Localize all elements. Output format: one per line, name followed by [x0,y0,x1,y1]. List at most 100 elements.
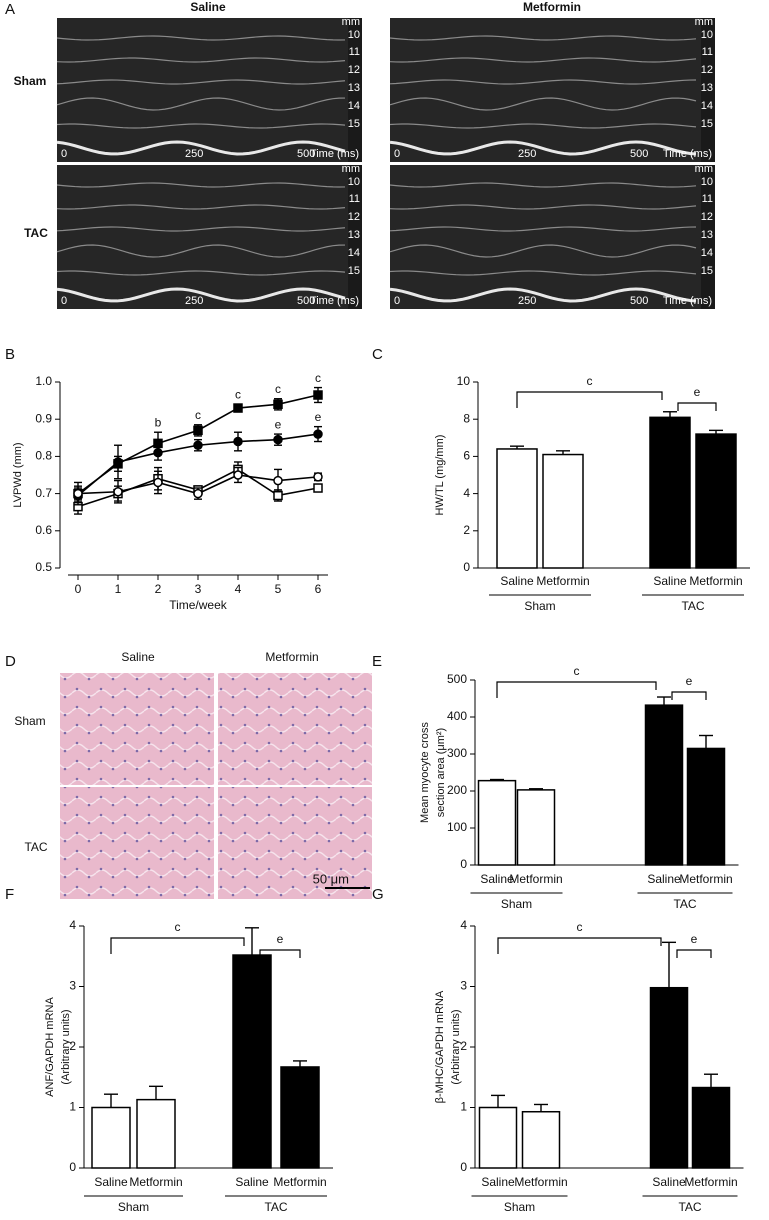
column-header: Saline [121,650,155,664]
significance-label: c [175,920,181,934]
x-tick-label: 2 [155,582,162,596]
annotation: e [315,410,322,424]
significance-bracket [259,949,301,958]
panel-label: C [372,346,383,363]
group-label: Sham [501,897,532,911]
column-header: Metformin [265,650,318,664]
panel-label: F [5,886,14,903]
time-label: 0 [394,295,400,307]
x-tick-label: Metformin [689,574,742,588]
time-label: 500 [630,148,648,160]
marker [313,483,323,493]
y-tick-label: 6 [463,449,470,463]
echo-trace [389,97,697,111]
depth-label: mm [695,163,713,175]
y-tick-label: 2 [460,1039,467,1053]
y-tick-label: 4 [460,918,467,932]
echo-trace [56,79,346,85]
y-tick-label: 0.7 [35,486,52,500]
x-tick-label: 6 [315,582,322,596]
bar [478,1106,518,1169]
depth-label: 14 [348,247,360,259]
echo-trace [56,35,346,41]
echo-trace [389,204,697,210]
depth-label: 15 [348,265,360,277]
significance-bracket [516,391,663,408]
y-axis-label: HW/TL (mg/mm) [434,435,446,516]
marker [273,475,283,486]
significance-label: e [694,385,701,399]
y-tick-label: 0.6 [35,523,52,537]
y-tick-label: 0 [460,1160,467,1174]
depth-label: 14 [701,247,713,259]
y-tick-label: 500 [447,672,467,686]
echo-trace [389,270,697,276]
echo-trace [56,226,346,232]
row-label: TAC [24,840,47,854]
panel-label: D [5,653,16,670]
time-label: 0 [61,295,67,307]
y-tick-label: 0.9 [35,411,52,425]
y-tick-label: 0 [463,560,470,574]
significance-bracket [671,691,707,700]
group-label: TAC [673,897,696,911]
significance-bracket [677,402,717,411]
y-tick-label: 2 [69,1039,76,1053]
bar [477,779,517,866]
annotation: c [235,387,241,401]
panel-label: A [5,1,15,18]
marker [153,447,163,458]
x-tick-label: Metformin [129,1175,182,1189]
marker [113,457,123,467]
depth-label: 11 [349,193,360,205]
depth-label: 11 [702,193,713,205]
time-label: 250 [185,295,203,307]
y-tick-label: 0.8 [35,449,52,463]
significance-label: c [587,374,593,388]
y-tick-label: 3 [69,979,76,993]
significance-label: c [577,920,583,934]
bar [691,1086,731,1169]
annotation: c [315,371,321,385]
time-label: Time (ms) [310,295,359,307]
time-label: 250 [185,148,203,160]
x-tick-label: Metformin [679,872,732,886]
annotation: b [155,415,162,429]
echo-trace [389,182,697,188]
significance-label: e [686,674,693,688]
significance-bracket [496,681,657,698]
annotation: c [195,408,201,422]
row-label: TAC [24,226,48,240]
bar [521,1110,561,1169]
echo-trace [56,204,346,210]
depth-label: 13 [701,82,713,94]
y-axis-label: (Arbitrary units) [60,1009,72,1084]
time-label: 500 [630,295,648,307]
depth-label: 14 [701,100,713,112]
depth-label: 15 [701,265,713,277]
marker [73,488,83,499]
row-label: Sham [14,74,47,88]
x-axis-label: Time/week [169,598,228,612]
x-tick-label: 5 [275,582,282,596]
y-tick-label: 200 [447,783,467,797]
y-tick-label: 0 [460,857,467,871]
depth-label: 13 [348,82,360,94]
x-tick-label: 0 [75,582,82,596]
column-header: Metformin [523,0,581,14]
significance-bracket [497,937,662,954]
y-tick-label: 400 [447,709,467,723]
time-label: Time (ms) [310,148,359,160]
depth-label: 10 [701,176,713,188]
bar [649,986,689,1169]
echo-trace [56,270,346,276]
y-axis-label: (Arbitrary units) [450,1009,462,1084]
y-axis-label: β-MHC/GAPDH mRNA [434,990,446,1103]
echo-trace [56,287,346,303]
depth-label: 10 [348,176,360,188]
x-tick-label: Metformin [536,574,589,588]
y-tick-label: 3 [460,979,467,993]
x-tick-label: Saline [653,574,687,588]
y-axis-label: section area (μm²) [435,728,447,817]
